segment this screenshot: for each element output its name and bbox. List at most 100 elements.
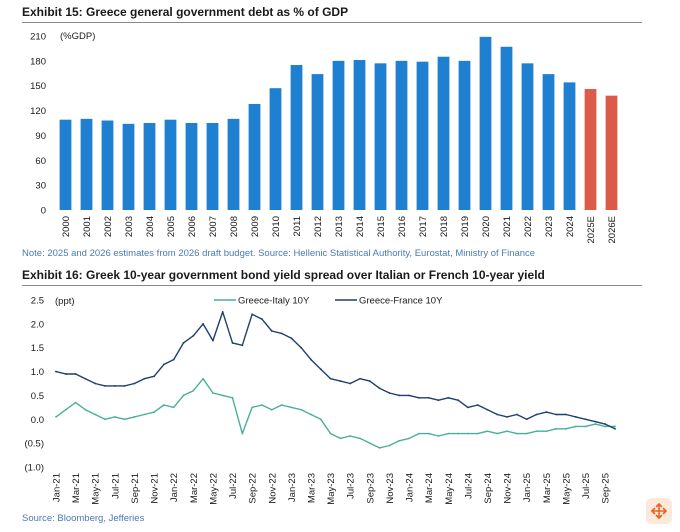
series-point-greece-france-10y	[113, 384, 116, 387]
series-point-greece-france-10y	[123, 384, 126, 387]
bar-x-tick-label: 2011	[292, 216, 303, 236]
bar-2022	[521, 63, 534, 210]
exhibit-16-source: Source: Bloomberg, Jefferies	[22, 513, 145, 524]
series-point-greece-france-10y	[172, 358, 175, 361]
line-x-tick-label: May-24	[444, 473, 455, 505]
bar-x-tick-label: 2021	[502, 216, 513, 237]
spread-line-chart: (ppt) Greece-Italy 10Y Greece-France 10Y …	[24, 296, 616, 505]
series-point-greece-france-10y	[280, 332, 283, 335]
series-point-greece-italy-10y	[604, 425, 607, 428]
series-point-greece-italy-10y	[437, 435, 440, 437]
series-point-greece-france-10y	[594, 420, 597, 423]
line-y-tick-label: 0.5	[31, 391, 44, 402]
bar-2004	[143, 123, 156, 210]
series-point-greece-italy-10y	[270, 408, 273, 411]
series-point-greece-france-10y	[241, 344, 244, 347]
bar-2020	[479, 36, 492, 211]
series-point-greece-france-10y	[368, 380, 371, 383]
series-point-greece-france-10y	[329, 377, 332, 380]
line-x-tick-label: Jul-25	[581, 473, 592, 499]
bar-x-tick-label: 2010	[271, 216, 282, 237]
series-point-greece-france-10y	[476, 404, 479, 406]
bar-x-tick-label: 2002	[103, 216, 114, 237]
bar-x-tick-label: 2000	[61, 216, 72, 237]
series-point-greece-italy-10y	[212, 392, 214, 394]
series-point-greece-italy-10y	[565, 427, 567, 430]
bar-x-tick-label: 2020	[481, 216, 492, 237]
bar-chart-unit-label: (%GDP)	[60, 31, 95, 42]
bar-2014	[353, 60, 366, 211]
series-point-greece-france-10y	[202, 322, 205, 325]
series-point-greece-france-10y	[555, 413, 558, 416]
bar-y-tick-label: 60	[35, 156, 46, 167]
line-x-tick-label: Jan-21	[52, 473, 63, 502]
bar-y-tick-label: 0	[41, 206, 46, 217]
series-point-greece-italy-10y	[516, 432, 518, 435]
line-x-tick-label: Jul-21	[110, 473, 121, 499]
app-logo-badge[interactable]	[646, 498, 672, 524]
line-x-tick-label: Sep-22	[248, 473, 259, 504]
series-point-greece-italy-10y	[584, 425, 587, 428]
line-x-tick-label: May-22	[208, 473, 219, 505]
series-point-greece-italy-10y	[339, 437, 342, 440]
bar-x-tick-label: 2024	[565, 216, 576, 237]
bar-x-tick-label: 2019	[460, 216, 471, 237]
line-chart-x-axis: Jan-21 Mar-21 May-21 Jul-21 Sep-21 Nov-21 Jan-…	[52, 473, 612, 505]
line-y-tick-label: 2.0	[31, 319, 44, 330]
series-point-greece-italy-10y	[280, 404, 283, 406]
series-point-greece-italy-10y	[104, 418, 106, 421]
series-point-greece-italy-10y	[555, 427, 558, 430]
bar-2005	[164, 119, 177, 210]
series-point-greece-france-10y	[408, 394, 410, 397]
bar-x-tick-label: 2016	[397, 216, 408, 237]
line-x-tick-label: Nov-24	[503, 473, 514, 504]
series-point-greece-italy-10y	[143, 413, 146, 416]
series-point-greece-italy-10y	[476, 432, 479, 435]
series-point-greece-france-10y	[143, 377, 146, 380]
series-point-greece-france-10y	[614, 427, 616, 430]
series-point-greece-italy-10y	[310, 413, 312, 416]
series-point-greece-italy-10y	[506, 430, 509, 433]
series-point-greece-france-10y	[300, 346, 303, 349]
bar-y-tick-label: 30	[35, 181, 46, 192]
line-x-tick-label: Jan-25	[522, 473, 533, 502]
series-point-greece-france-10y	[466, 406, 469, 409]
line-x-tick-label: Mar-23	[306, 473, 317, 503]
series-point-greece-france-10y	[221, 311, 224, 313]
line-y-tick-label: 0.0	[31, 415, 44, 426]
series-point-greece-italy-10y	[545, 430, 548, 433]
series-point-greece-france-10y	[104, 384, 106, 387]
series-line-greece-france-10y	[55, 311, 616, 430]
series-point-greece-italy-10y	[133, 416, 136, 418]
series-point-greece-italy-10y	[496, 432, 499, 435]
series-point-greece-italy-10y	[251, 406, 254, 409]
bar-chart-y-axis: 210 180 150 120 90 60 30 0	[30, 32, 46, 217]
series-point-greece-italy-10y	[398, 439, 401, 442]
series-point-greece-italy-10y	[202, 377, 205, 380]
series-point-greece-france-10y	[212, 339, 214, 342]
series-point-greece-italy-10y	[368, 442, 371, 445]
line-x-tick-label: Mar-24	[424, 473, 435, 503]
bar-chart-x-axis: 2000 2001 2002 2003 2004 2005 2006 2007 2008 2009…	[61, 216, 618, 243]
series-point-greece-italy-10y	[525, 432, 528, 435]
series-point-greece-italy-10y	[535, 430, 538, 433]
series-point-greece-italy-10y	[192, 389, 195, 392]
series-point-greece-france-10y	[290, 337, 293, 340]
series-point-greece-france-10y	[133, 382, 136, 385]
series-point-greece-france-10y	[545, 411, 548, 414]
series-point-greece-france-10y	[270, 330, 273, 332]
bar-2013	[332, 60, 345, 210]
exhibit-16-title-rule	[22, 285, 642, 286]
series-point-greece-france-10y	[94, 382, 97, 385]
series-point-greece-italy-10y	[359, 437, 361, 440]
bar-2015	[374, 63, 387, 210]
series-point-greece-italy-10y	[290, 406, 293, 409]
series-point-greece-italy-10y	[84, 408, 87, 411]
series-point-greece-italy-10y	[408, 437, 410, 440]
series-point-greece-france-10y	[486, 408, 489, 411]
series-point-greece-italy-10y	[457, 432, 459, 435]
series-point-greece-france-10y	[162, 363, 165, 366]
line-x-tick-label: Sep-25	[601, 473, 612, 504]
line-x-tick-label: Jul-23	[346, 473, 357, 499]
series-point-greece-france-10y	[64, 373, 67, 375]
